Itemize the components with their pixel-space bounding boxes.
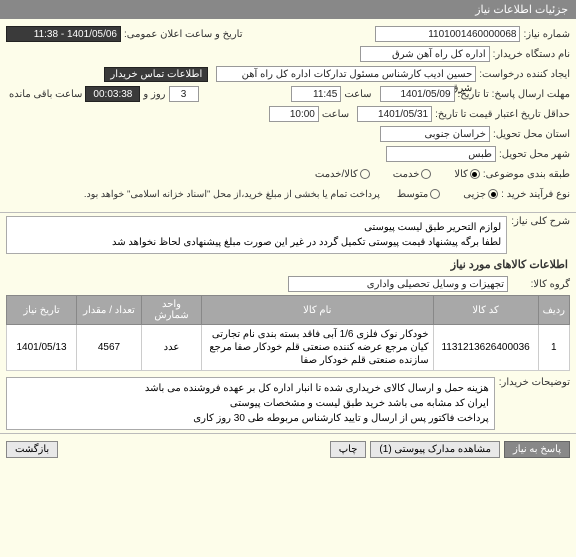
announce-field: 1401/05/06 - 11:38 <box>6 26 121 42</box>
countdown-field: 00:03:38 <box>85 86 140 102</box>
radio-icon <box>421 169 431 179</box>
days-left-suffix: روز و <box>143 89 165 100</box>
th-row: ردیف <box>538 296 569 325</box>
days-left-field: 3 <box>169 86 199 102</box>
province-label: استان محل تحویل: <box>493 129 570 140</box>
process-note: پرداخت تمام یا بخشی از مبلغ خرید،از محل … <box>84 189 380 200</box>
cell-row: 1 <box>538 325 569 371</box>
notes-label: توضیحات خریدار: <box>499 377 570 430</box>
th-name: نام کالا <box>202 296 434 325</box>
cell-qty: 4567 <box>77 325 142 371</box>
deadline-date-field: 1401/05/09 <box>380 86 455 102</box>
reply-button[interactable]: پاسخ به نیاز <box>504 441 570 458</box>
close-button[interactable]: بازگشت <box>6 441 58 458</box>
th-code: کد کالا <box>433 296 538 325</box>
deadline-time-field: 11:45 <box>291 86 341 102</box>
buyer-org-label: نام دستگاه خریدار: <box>493 49 570 60</box>
need-no-field: 1101001460000068 <box>375 26 520 42</box>
panel-header: جزئیات اطلاعات نیاز <box>0 0 576 19</box>
desc-line2: لطفا برگه پیشنهاد قیمت پیوستی تکمیل گردد… <box>12 235 501 250</box>
desc-box: لوازم التحریر طبق لیست پیوستی لطفا برگه … <box>6 216 507 254</box>
desc-label: شرح کلی نیاز: <box>511 216 570 254</box>
province-field: خراسان جنوبی <box>380 126 490 142</box>
th-unit: واحد شمارش <box>142 296 202 325</box>
deadline-label: مهلت ارسال پاسخ: تا تاریخ: <box>458 89 570 100</box>
need-no-label: شماره نیاز: <box>523 29 570 40</box>
group-field: تجهیزات و وسایل تحصیلی واداری <box>288 276 508 292</box>
requester-label: ایجاد کننده درخواست: <box>479 69 570 80</box>
class-radio-service[interactable]: خدمت <box>390 169 432 180</box>
city-field: طبس <box>386 146 496 162</box>
requester-field: حسین ادیب کارشناس مسئول تدارکات اداره کل… <box>216 66 476 82</box>
radio-icon <box>360 169 370 179</box>
process-radio-medium[interactable]: متوسط <box>394 189 440 200</box>
th-date: تاریخ نیاز <box>7 296 77 325</box>
radio-icon <box>470 169 480 179</box>
cell-code: 1131213626400036 <box>433 325 538 371</box>
city-label: شهر محل تحویل: <box>499 149 570 160</box>
process-label: نوع فرآیند خرید : <box>501 189 570 200</box>
buyer-org-field: اداره کل راه آهن شرق <box>360 46 490 62</box>
cell-name: خودکار نوک فلزی 1/6 آبی فاقد بسته بندی ن… <box>202 325 434 371</box>
group-label: گروه کالا: <box>512 279 570 290</box>
contact-buyer-button[interactable]: اطلاعات تماس خریدار <box>104 67 208 82</box>
view-docs-button[interactable]: مشاهده مدارک پیوستی (1) <box>370 441 500 458</box>
minvalid-time-label: ساعت <box>322 109 349 120</box>
deadline-time-label: ساعت <box>344 89 371 100</box>
minvalid-time-field: 10:00 <box>269 106 319 122</box>
th-qty: تعداد / مقدار <box>77 296 142 325</box>
notes-box: هزینه حمل و ارسال کالای خریداری شده تا ا… <box>6 377 495 430</box>
print-button[interactable]: چاپ <box>330 441 367 458</box>
goods-section-title: اطلاعات کالاهای مورد نیاز <box>0 254 576 273</box>
radio-icon <box>430 189 440 199</box>
class-radio-goods[interactable]: کالا <box>451 169 480 180</box>
minvalid-label: حداقل تاریخ اعتبار قیمت تا تاریخ: <box>435 109 570 120</box>
announce-label: تاریخ و ساعت اعلان عمومی: <box>124 29 243 40</box>
cell-unit: عدد <box>142 325 202 371</box>
class-label: طبقه بندی موضوعی: <box>483 169 570 180</box>
footer-buttons: پاسخ به نیاز مشاهده مدارک پیوستی (1) چاپ… <box>0 437 576 462</box>
radio-icon <box>488 189 498 199</box>
goods-table: ردیف کد کالا نام کالا واحد شمارش تعداد /… <box>6 295 570 371</box>
desc-line1: لوازم التحریر طبق لیست پیوستی <box>12 220 501 235</box>
class-radio-both[interactable]: کالا/خدمت <box>312 169 370 180</box>
table-row: 1 1131213626400036 خودکار نوک فلزی 1/6 آ… <box>7 325 570 371</box>
notes-line1: هزینه حمل و ارسال کالای خریداری شده تا ا… <box>12 381 489 396</box>
process-radio-small[interactable]: جزیی <box>460 189 498 200</box>
panel-title: جزئیات اطلاعات نیاز <box>475 4 568 16</box>
form-area: شماره نیاز: 1101001460000068 تاریخ و ساع… <box>0 19 576 209</box>
notes-line3: پرداخت فاکتور پس از ارسال و تایید کارشنا… <box>12 411 489 426</box>
notes-line2: ایران کد مشابه می باشد خرید طبق لیست و م… <box>12 396 489 411</box>
cell-date: 1401/05/13 <box>7 325 77 371</box>
minvalid-date-field: 1401/05/31 <box>357 106 432 122</box>
countdown-suffix: ساعت باقی مانده <box>9 89 82 100</box>
